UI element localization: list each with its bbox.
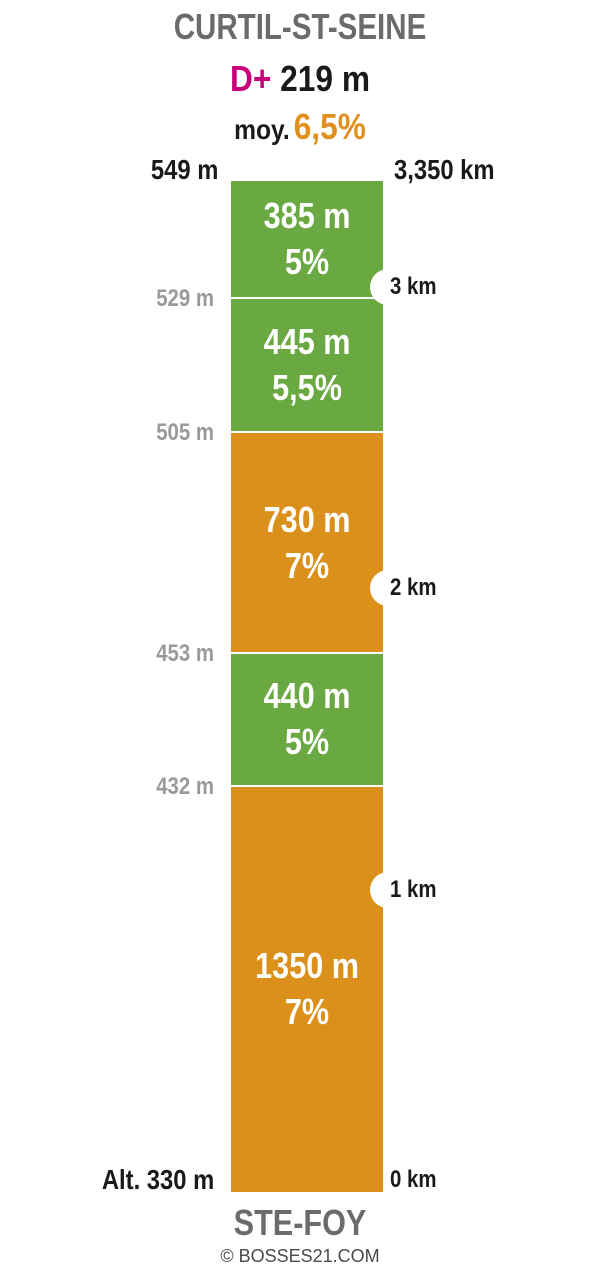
elevation-gain: D+ 219 m bbox=[36, 58, 564, 100]
segment-grade-label: 7% bbox=[284, 544, 330, 586]
segment-end-altitude: 529 m bbox=[156, 285, 214, 313]
elevation-gain-value: 219 m bbox=[280, 58, 371, 99]
km-marker-label: 2 km bbox=[390, 574, 437, 602]
segment-length-label: 730 m bbox=[263, 498, 351, 540]
km-marker-notch bbox=[370, 872, 392, 909]
segment-grade-label: 5,5% bbox=[272, 367, 342, 409]
profile-segment: 385 m 5% bbox=[231, 181, 383, 298]
km-marker-notch bbox=[370, 268, 392, 305]
profile-segment: 1350 m 7% bbox=[231, 784, 383, 1192]
segment-length-label: 440 m bbox=[263, 675, 351, 717]
profile-segment: 440 m 5% bbox=[231, 651, 383, 785]
segment-length-label: 385 m bbox=[263, 195, 351, 237]
profile-segment: 445 m 5,5% bbox=[231, 297, 383, 432]
base-altitude: Alt. 330 m bbox=[101, 1164, 214, 1195]
segment-end-altitude: 453 m bbox=[156, 639, 214, 667]
average-grade: moy. 6,5% bbox=[36, 106, 564, 148]
segment-grade-label: 7% bbox=[284, 991, 330, 1033]
climb-profile-column: 1350 m 7% 440 m 5% 730 m 7% 445 m 5,5% 385 m 5% bbox=[231, 181, 383, 1192]
copyright-credit: © BOSSES21.COM bbox=[220, 1246, 380, 1266]
km-marker-notch bbox=[370, 570, 392, 607]
segment-grade-label: 5% bbox=[284, 241, 330, 283]
segment-length-label: 445 m bbox=[263, 321, 351, 363]
profile-segment: 730 m 7% bbox=[231, 431, 383, 652]
km-marker-label: 3 km bbox=[390, 272, 437, 300]
climb-start-name: STE-FOY bbox=[233, 1202, 367, 1243]
average-grade-label: moy. bbox=[234, 114, 290, 145]
segment-grade-label: 5% bbox=[284, 721, 330, 763]
summit-altitude: 549 m bbox=[150, 154, 218, 185]
segment-end-altitude: 505 m bbox=[156, 419, 214, 447]
segment-length-label: 1350 m bbox=[255, 945, 359, 987]
climb-summit-name: CURTIL-ST-SEINE bbox=[173, 6, 427, 47]
elevation-gain-label: D+ bbox=[229, 58, 272, 99]
km-marker-label: 1 km bbox=[390, 876, 437, 904]
total-distance: 3,350 km bbox=[394, 154, 495, 185]
segment-end-altitude: 432 m bbox=[156, 772, 214, 800]
average-grade-value: 6,5% bbox=[293, 106, 366, 147]
base-km-label: 0 km bbox=[390, 1166, 437, 1193]
